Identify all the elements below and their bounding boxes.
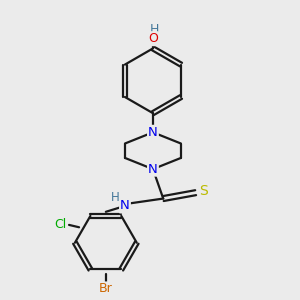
Text: Cl: Cl <box>55 218 67 231</box>
Text: O: O <box>148 32 158 45</box>
Text: Br: Br <box>99 282 113 296</box>
Text: N: N <box>148 126 158 139</box>
Text: N: N <box>120 200 130 212</box>
Text: S: S <box>200 184 208 198</box>
Text: N: N <box>148 163 158 176</box>
Text: H: H <box>111 191 120 204</box>
Text: H: H <box>150 23 159 36</box>
